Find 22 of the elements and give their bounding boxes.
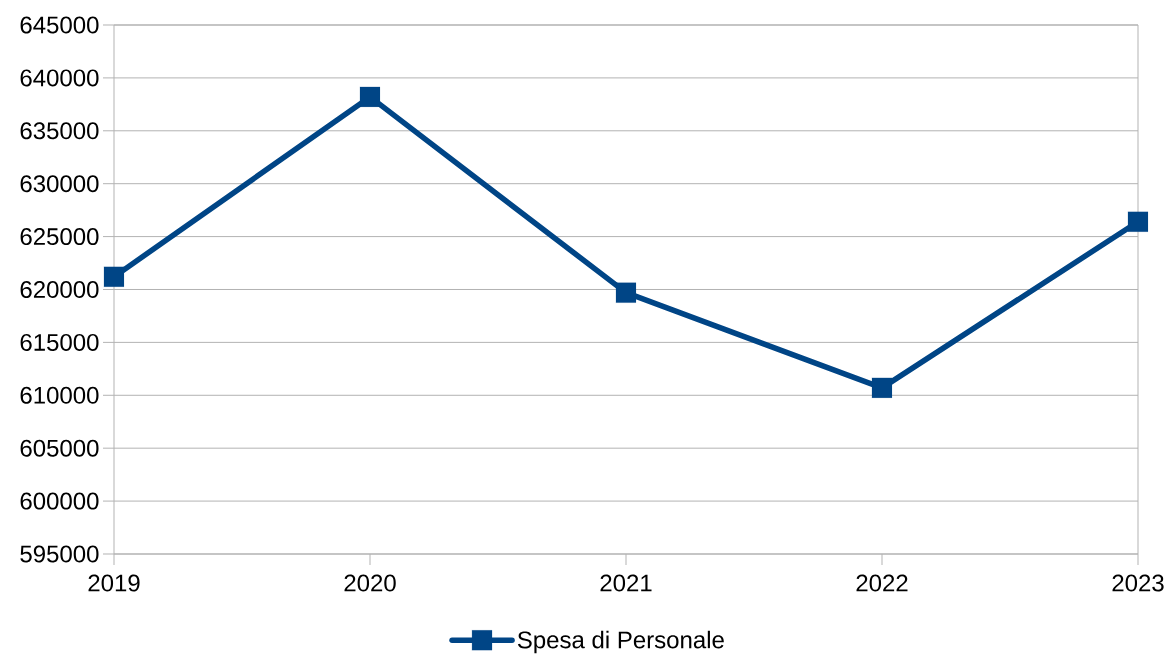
y-tick-label: 640000 [20,69,99,87]
y-tick-label: 645000 [20,16,99,34]
x-tick-label: 2023 [1112,574,1164,592]
legend-label: Spesa di Personale [517,630,724,654]
y-tick-label: 625000 [20,228,99,246]
x-tick-label: 2020 [344,574,396,592]
y-tick-label: 615000 [20,333,99,351]
point [359,86,381,107]
x-tick-label: 2022 [856,574,908,592]
point [1127,211,1149,232]
x-tick-label: 2021 [600,574,652,592]
point [103,266,125,287]
y-tick-label: 605000 [20,439,99,457]
y-tick-label: 620000 [20,281,99,298]
y-tick-label: 595000 [20,545,99,563]
y-tick-label: 630000 [20,175,99,193]
y-tick-label: 600000 [20,492,99,510]
y-tick-label: 635000 [20,122,99,140]
x-tick-label: 2019 [88,574,140,592]
y-tick-label: 610000 [20,386,99,404]
point [871,377,893,398]
point [615,282,637,303]
